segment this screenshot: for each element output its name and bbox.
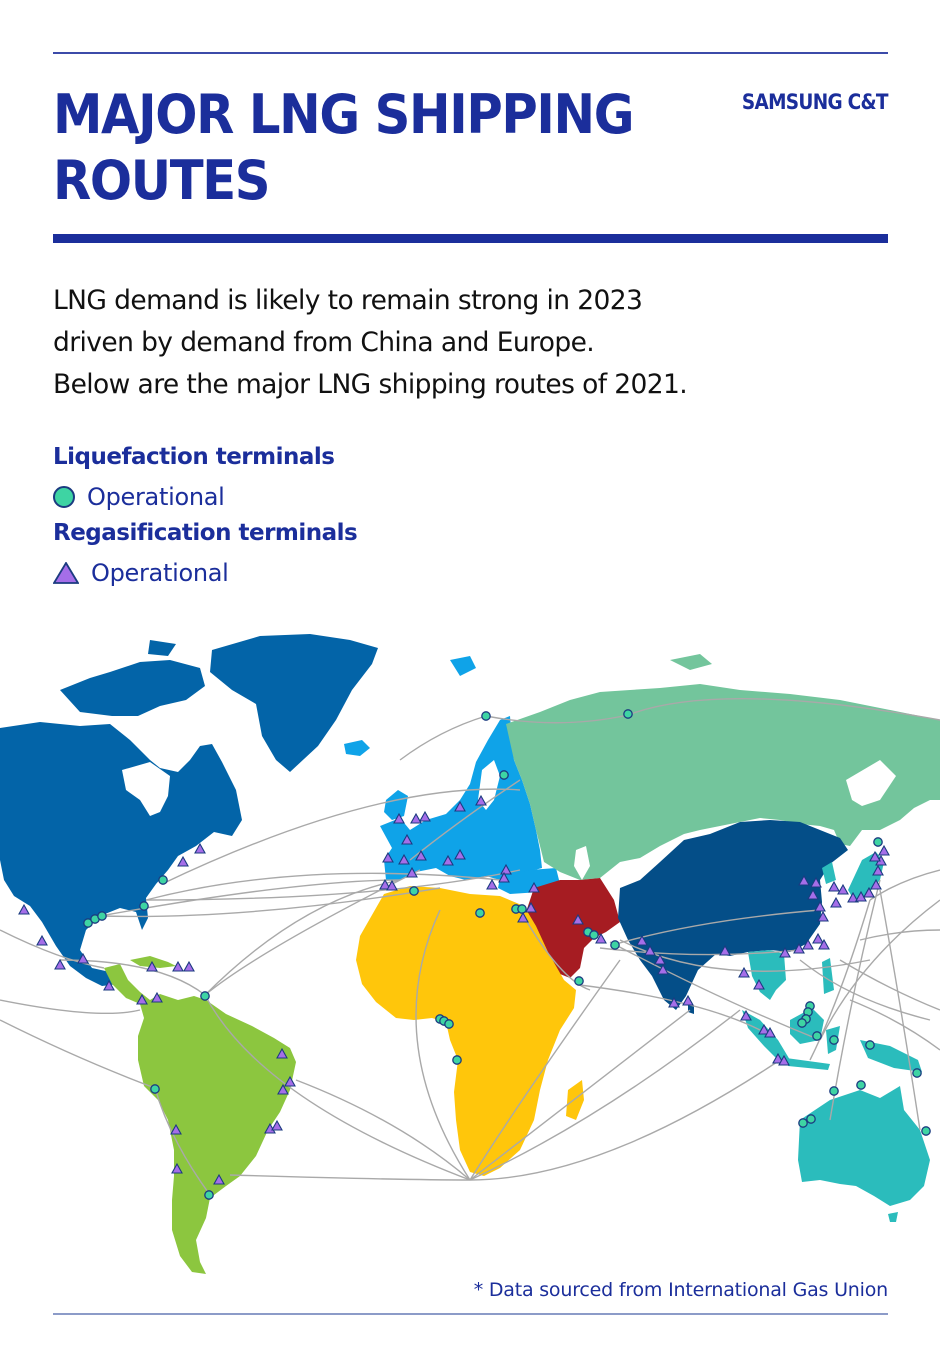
region-europe	[344, 656, 560, 894]
legend-liquefaction-heading: Liquefaction terminals	[53, 444, 335, 470]
top-rule	[53, 52, 888, 54]
caspian-sea	[574, 846, 590, 880]
liquefaction-terminals	[83, 709, 931, 1200]
region-asia	[618, 820, 848, 1014]
region-latin-america	[104, 956, 296, 1274]
intro-text: LNG demand is likely to remain strong in…	[53, 280, 853, 406]
region-middle-east	[526, 878, 620, 978]
shipping-routes	[0, 698, 940, 1196]
legend-regasification-item: Operational	[53, 554, 357, 592]
legend-regasification-heading: Regasification terminals	[53, 520, 358, 546]
brand-logo: SAMSUNG C&T	[742, 90, 889, 114]
intro-line-2: driven by demand from China and Europe.	[53, 327, 595, 358]
title-underline	[53, 234, 888, 243]
hudson-bay	[122, 762, 170, 816]
legend-regasification-label: Operational	[91, 559, 229, 587]
region-africa	[356, 886, 584, 1176]
bottom-rule	[53, 1313, 888, 1315]
page-title: MAJOR LNG SHIPPING ROUTES	[53, 82, 660, 214]
region-russia-central-asia	[506, 654, 940, 880]
regasification-triangle-icon	[53, 562, 79, 584]
map-legend: Liquefaction terminals Operational Regas…	[53, 440, 358, 592]
regasification-terminals	[18, 794, 890, 1185]
data-source-note: * Data sourced from International Gas Un…	[473, 1279, 889, 1301]
sea-of-okhotsk	[846, 760, 896, 806]
liquefaction-circle-icon	[53, 486, 75, 508]
intro-line-3: Below are the major LNG shipping routes …	[53, 369, 688, 400]
region-north-america	[0, 634, 378, 986]
legend-liquefaction-label: Operational	[87, 483, 225, 511]
title-line-2: ROUTES	[53, 149, 271, 212]
title-line-1: MAJOR LNG SHIPPING	[53, 83, 635, 146]
world-map	[0, 634, 940, 1274]
intro-line-1: LNG demand is likely to remain strong in…	[53, 285, 643, 316]
legend-liquefaction-item: Operational	[53, 478, 357, 516]
